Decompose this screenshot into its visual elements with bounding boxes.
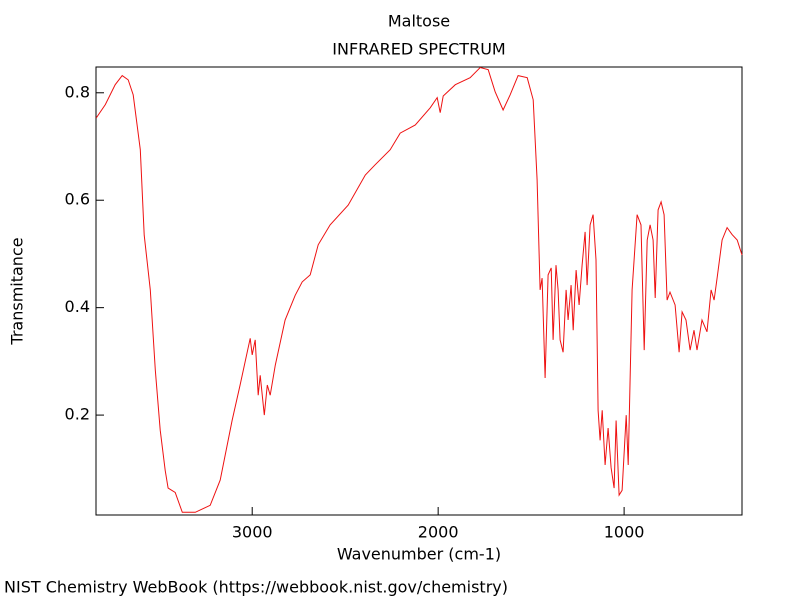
- x-tick-label: 3000: [232, 523, 273, 542]
- chart-subtitle: INFRARED SPECTRUM: [332, 40, 505, 59]
- source-note: NIST Chemistry WebBook (https://webbook.…: [4, 578, 508, 597]
- y-tick-label: 0.4: [65, 297, 90, 316]
- plot-frame: [95, 66, 743, 516]
- spectrum-line: [95, 66, 743, 513]
- x-tick-label: 1000: [604, 523, 645, 542]
- y-tick-label: 0.2: [65, 405, 90, 424]
- y-axis-label: Transmitance: [8, 237, 27, 345]
- x-tick-label: 2000: [418, 523, 459, 542]
- x-axis-label: Wavenumber (cm-1): [337, 545, 501, 564]
- chart-title: Maltose: [388, 12, 450, 31]
- y-tick-label: 0.6: [65, 190, 90, 209]
- y-tick-label: 0.8: [65, 82, 90, 101]
